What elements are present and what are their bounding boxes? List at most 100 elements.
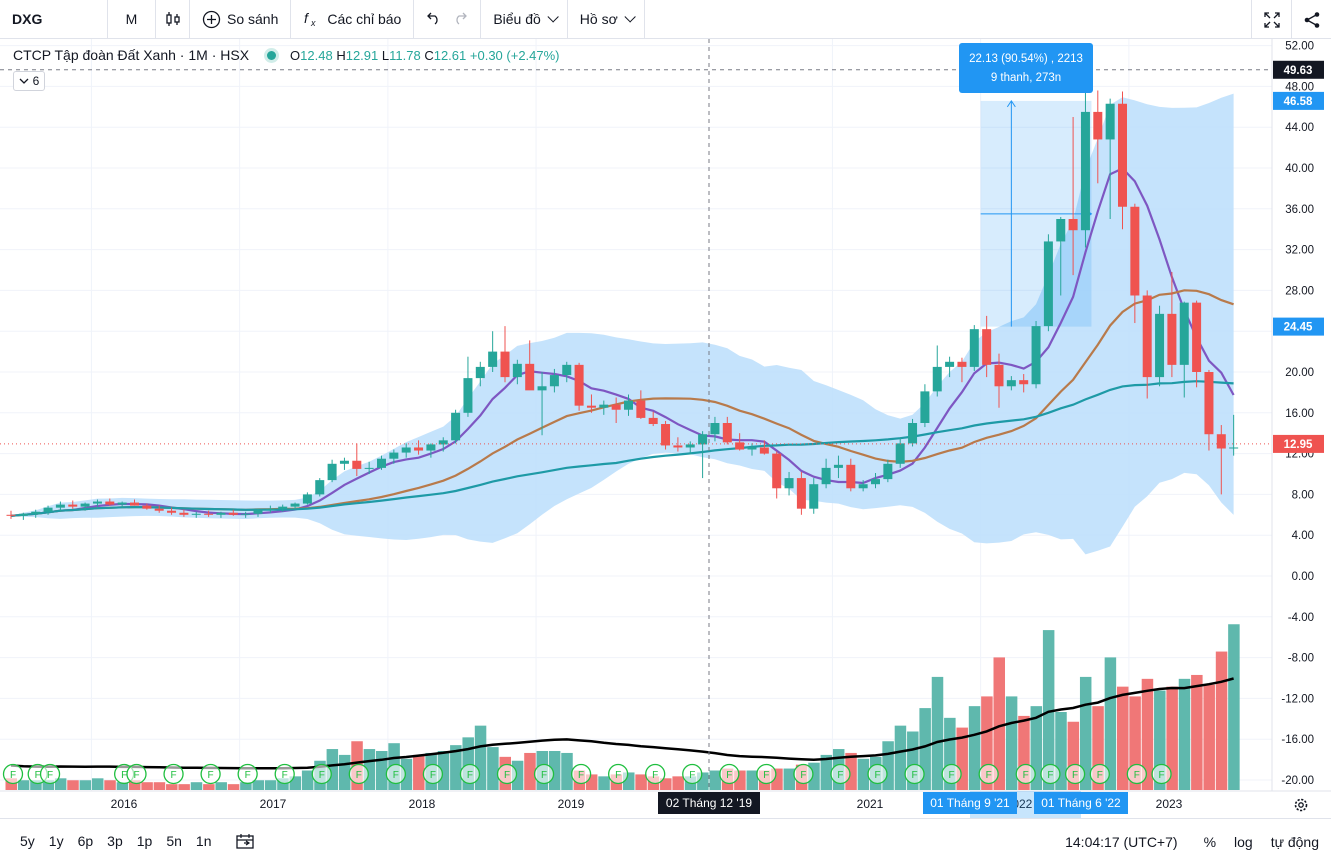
gear-teeth (1294, 798, 1308, 812)
range-bottom-label-background (1273, 317, 1324, 336)
bollinger-band-area (11, 93, 1234, 555)
candle-body (1179, 302, 1189, 365)
legend-title[interactable]: CTCP Tập đoàn Đất Xanh · 1M · HSX (13, 47, 250, 63)
settings-gear-icon[interactable] (1294, 798, 1308, 812)
candle-body (957, 361, 967, 367)
profile-menu-button[interactable]: Hồ sơ (568, 0, 645, 39)
volume-bar (104, 780, 116, 790)
volume-bar (746, 770, 758, 790)
volume-bar (462, 737, 474, 790)
event-marker-icon (1064, 763, 1086, 785)
candle-body (549, 375, 559, 387)
event-marker-icon (533, 763, 555, 785)
range-button[interactable]: 3p (107, 833, 123, 849)
event-marker-icon (348, 763, 369, 785)
range-button[interactable]: 5n (166, 833, 182, 849)
log-scale-button[interactable]: log (1234, 833, 1253, 850)
candle-body (315, 480, 325, 495)
interval-button[interactable]: M (108, 0, 156, 39)
event-marker-label: F (1047, 770, 1053, 781)
compare-button[interactable]: So sánh (190, 0, 292, 39)
plus-circle-icon (202, 10, 221, 29)
last-price-label-text: 12.95 (1284, 439, 1313, 451)
measure-tooltip-line1: 22.13 (90.54%) , 2213 (969, 53, 1083, 65)
volume-bar (91, 778, 104, 790)
event-marker-icon (1151, 763, 1172, 785)
event-marker-icon (1015, 763, 1036, 785)
range-button[interactable]: 1y (48, 833, 64, 849)
candle-body (846, 464, 856, 489)
candle-body (339, 460, 349, 464)
event-marker-label: F (10, 770, 16, 781)
undo-icon[interactable] (426, 11, 442, 28)
chart-menu-button[interactable]: Biểu đồ (481, 0, 568, 39)
candle-body (636, 400, 646, 418)
volume-bar (487, 747, 499, 790)
svg-text:x: x (310, 18, 316, 28)
fullscreen-icon[interactable] (1251, 0, 1291, 39)
candle-body (512, 363, 522, 378)
chart-type-button[interactable] (156, 0, 190, 39)
event-marker-icon (1126, 763, 1147, 785)
event-marker-label: F (911, 770, 917, 781)
date-range-picker-icon[interactable] (236, 833, 255, 849)
volume-bar (289, 776, 302, 790)
volume-bar (968, 706, 981, 790)
candle-body (31, 511, 41, 514)
event-marker-icon (608, 763, 629, 785)
range-end-date-label-background (1034, 792, 1128, 814)
volume-bar (190, 782, 203, 790)
measure-tooltip-line2: 9 thanh, 273n (991, 72, 1061, 84)
event-marker-label: F (170, 770, 176, 781)
candle-body (142, 505, 152, 509)
range-button[interactable]: 6p (77, 833, 94, 849)
range-button[interactable]: 5y (20, 833, 35, 849)
volume-bar (882, 741, 894, 790)
price-chart[interactable]: F F F F F F F F F F F F F F F F F F F F F F F F F F F F F F F F F F 52.00 4… (0, 39, 1331, 818)
range-button[interactable]: 1n (195, 833, 212, 849)
candle-body (68, 504, 78, 507)
redo-icon[interactable] (452, 11, 468, 28)
event-marker-icon (756, 763, 777, 785)
event-marker-icon (163, 763, 184, 785)
volume-bar (376, 751, 388, 790)
volume-bar (129, 780, 141, 790)
candle-body (932, 366, 942, 392)
price-tick-label: 4.00 (1292, 530, 1314, 542)
range-end-date-label: 01 Tháng 6 '22 (1034, 792, 1128, 814)
auto-scale-button[interactable]: tự động (1270, 833, 1319, 850)
indicators-collapse-toggle[interactable]: 6 (13, 71, 45, 91)
candle-body (1105, 103, 1115, 140)
candle-body (80, 503, 90, 507)
symbol-search-button[interactable]: DXG (0, 0, 108, 39)
candle-body (895, 443, 905, 464)
candle-body (1068, 219, 1078, 231)
share-icon[interactable] (1291, 0, 1331, 39)
event-marker-icon (274, 763, 295, 785)
event-marker-icon (867, 763, 888, 785)
volume-bar (1166, 686, 1178, 790)
event-marker-icon (793, 763, 814, 785)
candle-body (537, 386, 547, 391)
candle-body (105, 501, 115, 505)
candle-body (117, 502, 127, 505)
candle-body (685, 444, 695, 448)
range-bottom-label: 24.45 (1273, 317, 1324, 336)
range-button[interactable]: 1p (136, 833, 153, 849)
percent-scale-button[interactable]: % (1203, 833, 1217, 850)
event-marker-icon (830, 763, 851, 785)
candle-body (858, 484, 868, 489)
candle-body (1019, 380, 1029, 385)
candle-body (130, 502, 139, 506)
gear-hub (1298, 802, 1304, 808)
event-marker-icon (941, 763, 962, 785)
candle-body (1080, 111, 1090, 231)
clock-label[interactable]: 14:04:17 (UTC+7) (1065, 833, 1178, 850)
chart-menu-label: Biểu đồ (493, 11, 541, 27)
candle-body (204, 513, 214, 515)
close-label: C (424, 47, 434, 63)
event-marker-icon (570, 763, 592, 785)
